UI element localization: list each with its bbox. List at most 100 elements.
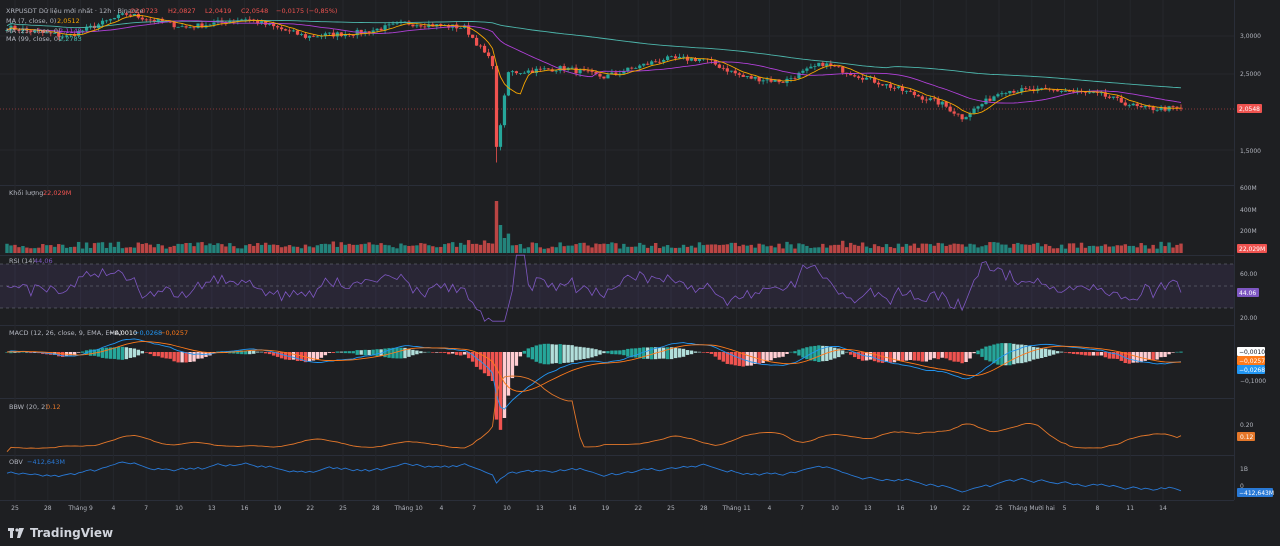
header-legend: XRPUSDT Dữ liệu mới nhất · 12h · Binance…	[6, 7, 337, 466]
macd-hist-bar	[582, 347, 586, 359]
macd-hist-bar	[1091, 352, 1096, 356]
macd-badge-3-bg	[1237, 365, 1265, 374]
candle-body	[888, 84, 893, 88]
volume-bar	[669, 247, 674, 253]
volume-bar	[1091, 245, 1096, 253]
footer-bar: TradingView	[0, 520, 1280, 546]
macd-hist-bar	[1012, 343, 1016, 365]
candle-body	[594, 71, 598, 74]
volume-bar	[526, 247, 531, 253]
volume-bar	[494, 201, 499, 253]
candle-body	[1071, 91, 1076, 93]
macd-hist-bar	[132, 348, 137, 358]
macd-hist-bar	[351, 351, 355, 354]
macd-hist-bar	[793, 351, 797, 354]
candle-body	[57, 32, 61, 37]
macd-hist-bar	[57, 352, 61, 357]
macd-hist-bar	[451, 352, 455, 354]
candle-body	[108, 19, 113, 21]
volume-badge-bg	[1237, 244, 1267, 253]
volume-bar	[1047, 245, 1052, 253]
ohlc-low: L2,0419	[205, 7, 231, 15]
volume-bar	[753, 247, 757, 253]
candle-body	[618, 73, 622, 75]
candle-body	[299, 34, 304, 35]
candle-body	[582, 69, 586, 71]
volume-bar	[868, 248, 873, 253]
volume-bar	[132, 247, 137, 253]
candle-body	[1091, 92, 1096, 93]
volume-bar	[817, 247, 821, 253]
macd-hist-bar	[72, 352, 77, 356]
volume-bar	[212, 244, 216, 253]
volume-bar	[331, 241, 336, 253]
macd-hist-bar	[642, 347, 646, 359]
volume-bar	[530, 242, 535, 253]
macd-hist-bar	[566, 344, 570, 363]
volume-bar	[709, 244, 714, 253]
vol-tick-200: 200M	[1240, 228, 1257, 235]
volume-bar	[407, 245, 411, 253]
rsi-badge: 44.06	[1239, 290, 1256, 297]
macd-hist-bar	[542, 343, 546, 365]
volume-bar	[415, 245, 419, 253]
candle-body	[212, 22, 216, 25]
macd-hist-bar	[1163, 352, 1167, 357]
volume-bar	[701, 245, 706, 253]
macd-hist-bar	[1099, 352, 1104, 356]
volume-bar	[1115, 245, 1120, 253]
volume-bar	[1036, 242, 1040, 253]
macd-hist-bar	[646, 347, 650, 359]
x-tick-label: 25	[995, 505, 1003, 512]
volume-bar	[705, 244, 710, 253]
macd-hist-bar	[92, 349, 97, 356]
volume-bar	[347, 243, 351, 253]
candle-body	[1175, 106, 1179, 108]
rsi-tick-60: 60.00	[1240, 271, 1257, 278]
volume-bar	[892, 248, 897, 253]
macd-hist-bar	[447, 352, 451, 355]
volume-bar	[1028, 244, 1032, 253]
candle-body	[81, 30, 85, 32]
volume-bar	[299, 248, 304, 253]
volume-bar	[283, 246, 288, 253]
candle-body	[689, 58, 694, 61]
macd-hist-bar	[455, 352, 459, 355]
volume-bar	[1071, 243, 1076, 253]
volume-bar	[864, 246, 869, 253]
price-badge: 2,0548	[1239, 106, 1260, 113]
macd-hist-bar	[287, 352, 292, 360]
candle-body	[630, 67, 634, 69]
macd-hist-bar	[339, 351, 343, 353]
volume-bar	[256, 243, 260, 253]
macd-hist-bar	[693, 351, 698, 353]
macd-hist-bar	[196, 352, 200, 359]
volume-bar	[291, 246, 296, 253]
volume-bar	[419, 243, 423, 253]
volume-bar	[602, 243, 606, 253]
macd-hist-bar	[868, 352, 873, 360]
candle-body	[554, 70, 558, 72]
candle-body	[733, 70, 737, 74]
volume-bar	[904, 243, 909, 253]
macd-hist-bar	[140, 351, 145, 354]
volume-bar	[1040, 246, 1044, 253]
macd-hist-bar	[1016, 344, 1020, 364]
tradingview-logo[interactable]: TradingView	[8, 526, 113, 540]
candle-body	[1083, 91, 1088, 93]
volume-bar	[367, 242, 371, 253]
volume-bar	[542, 248, 546, 253]
volume-bar	[797, 243, 801, 253]
candle-body	[522, 72, 526, 74]
volume-bar	[466, 240, 471, 253]
chart-canvas[interactable]: 25 28 Tháng 9 4 7 10 13 16 19 22 25 28 Tháng 10 4 7 10 1…	[0, 0, 1280, 520]
macd-hist-bar	[347, 351, 351, 354]
candle-body	[654, 61, 658, 63]
volume-bar	[546, 248, 550, 253]
macd-hist-bar	[610, 350, 614, 355]
ohlc-high: H2,0827	[168, 7, 196, 15]
macd-hist-bar	[1167, 352, 1171, 355]
candle-body	[809, 66, 813, 69]
candle-body	[140, 17, 144, 20]
volume-bar	[685, 246, 690, 253]
